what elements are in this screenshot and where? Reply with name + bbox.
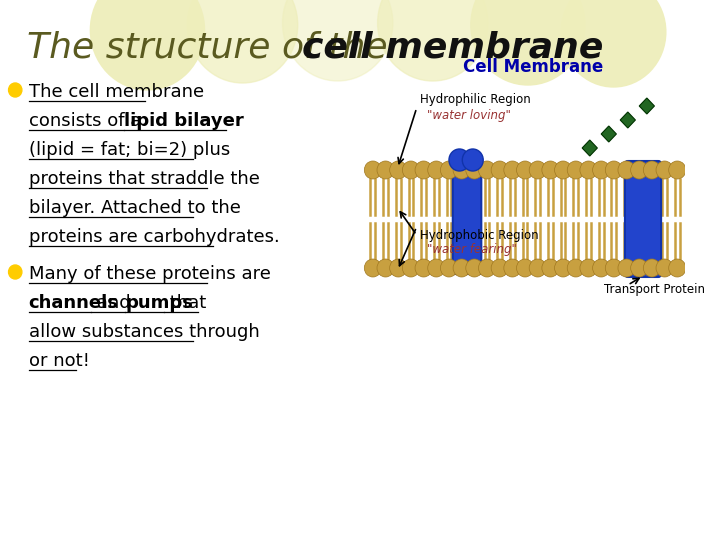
Circle shape <box>466 259 483 277</box>
Text: pumps: pumps <box>125 294 193 312</box>
Circle shape <box>669 161 686 179</box>
Circle shape <box>282 0 393 81</box>
Circle shape <box>504 259 521 277</box>
Circle shape <box>491 161 508 179</box>
Circle shape <box>364 259 382 277</box>
Circle shape <box>415 161 432 179</box>
Circle shape <box>618 161 635 179</box>
Text: (lipid = fat; bi=2) plus: (lipid = fat; bi=2) plus <box>29 141 230 159</box>
Text: Cell Membrane: Cell Membrane <box>462 58 603 76</box>
Polygon shape <box>639 98 654 114</box>
Circle shape <box>453 259 470 277</box>
Text: cell membrane: cell membrane <box>302 31 604 65</box>
Text: "water loving": "water loving" <box>427 109 511 122</box>
Circle shape <box>580 161 597 179</box>
Circle shape <box>593 259 610 277</box>
Circle shape <box>542 259 559 277</box>
Circle shape <box>441 161 457 179</box>
Circle shape <box>504 161 521 179</box>
Circle shape <box>428 161 445 179</box>
Text: bilayer. Attached to the: bilayer. Attached to the <box>29 199 240 217</box>
Circle shape <box>669 259 686 277</box>
Circle shape <box>644 161 660 179</box>
Text: proteins that straddle the: proteins that straddle the <box>29 170 259 188</box>
Text: The structure of the: The structure of the <box>27 31 399 65</box>
Text: and: and <box>91 294 136 312</box>
Circle shape <box>542 161 559 179</box>
Circle shape <box>441 259 457 277</box>
Circle shape <box>529 259 546 277</box>
Circle shape <box>529 161 546 179</box>
Text: The cell membrane: The cell membrane <box>29 83 204 101</box>
Circle shape <box>462 149 483 171</box>
Text: Hydrophilic Region: Hydrophilic Region <box>420 93 531 106</box>
Circle shape <box>390 161 407 179</box>
Text: Hydrophobic Region: Hydrophobic Region <box>420 228 539 241</box>
Text: or not!: or not! <box>29 352 89 370</box>
Circle shape <box>402 161 420 179</box>
Circle shape <box>377 161 394 179</box>
Polygon shape <box>582 140 598 156</box>
Text: that: that <box>164 294 207 312</box>
Circle shape <box>567 161 585 179</box>
Circle shape <box>580 259 597 277</box>
Circle shape <box>644 259 660 277</box>
Text: proteins are carbohydrates.: proteins are carbohydrates. <box>29 228 279 246</box>
Circle shape <box>453 161 470 179</box>
Text: lipid bilayer: lipid bilayer <box>125 112 244 130</box>
Text: Transport Protein: Transport Protein <box>604 284 705 296</box>
Circle shape <box>656 161 673 179</box>
Circle shape <box>656 259 673 277</box>
Polygon shape <box>601 126 616 142</box>
Circle shape <box>390 259 407 277</box>
Circle shape <box>479 161 495 179</box>
Text: channels: channels <box>29 294 118 312</box>
Circle shape <box>516 259 534 277</box>
Circle shape <box>631 161 648 179</box>
Circle shape <box>428 259 445 277</box>
Circle shape <box>377 0 488 81</box>
Circle shape <box>9 265 22 279</box>
Circle shape <box>471 0 585 85</box>
Circle shape <box>491 259 508 277</box>
Circle shape <box>364 161 382 179</box>
Text: Many of these proteins are: Many of these proteins are <box>29 265 271 283</box>
Circle shape <box>593 161 610 179</box>
Circle shape <box>91 0 204 90</box>
Circle shape <box>516 161 534 179</box>
Circle shape <box>479 259 495 277</box>
Circle shape <box>415 259 432 277</box>
Circle shape <box>187 0 298 83</box>
Circle shape <box>554 259 572 277</box>
Circle shape <box>561 0 666 87</box>
Circle shape <box>606 259 622 277</box>
Text: "water fearing": "water fearing" <box>427 242 517 255</box>
FancyBboxPatch shape <box>625 161 661 277</box>
Circle shape <box>567 259 585 277</box>
Text: consists of a: consists of a <box>29 112 147 130</box>
Circle shape <box>466 161 483 179</box>
Circle shape <box>554 161 572 179</box>
Polygon shape <box>620 112 636 128</box>
Circle shape <box>377 259 394 277</box>
Circle shape <box>606 161 622 179</box>
Circle shape <box>449 149 470 171</box>
Circle shape <box>618 259 635 277</box>
Circle shape <box>9 83 22 97</box>
Circle shape <box>402 259 420 277</box>
FancyBboxPatch shape <box>453 164 481 274</box>
Text: allow substances through: allow substances through <box>29 323 259 341</box>
Circle shape <box>631 259 648 277</box>
